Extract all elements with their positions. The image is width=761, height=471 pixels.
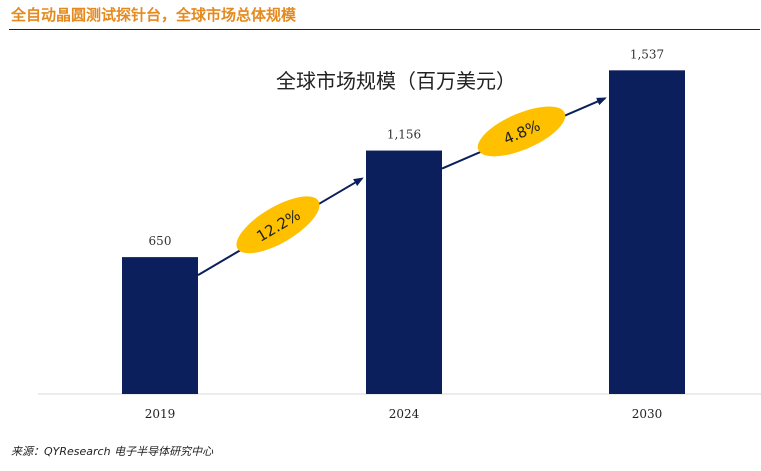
growth-rate-ellipse bbox=[477, 106, 566, 157]
chart-title: 全球市场规模（百万美元） bbox=[276, 69, 516, 93]
bar-2024 bbox=[366, 150, 442, 394]
x-tick-label-2019: 2019 bbox=[145, 407, 176, 421]
bar-value-label-2030: 1,537 bbox=[630, 47, 664, 61]
x-tick-label-2030: 2030 bbox=[632, 407, 663, 421]
x-tick-label-2024: 2024 bbox=[389, 407, 420, 421]
page-header-title: 全自动晶圆测试探针台，全球市场总体规模 bbox=[11, 6, 297, 24]
growth-rate-badge-2019-2024: 12.2% bbox=[236, 196, 320, 254]
bar-value-label-2019: 650 bbox=[149, 234, 172, 248]
bar-value-label-2024: 1,156 bbox=[387, 128, 421, 142]
source-note: 来源：QYResearch 电子半导体研究中心 bbox=[11, 445, 214, 458]
growth-rate-ellipse bbox=[236, 196, 320, 254]
header-divider bbox=[9, 29, 760, 30]
bar-2030 bbox=[609, 70, 685, 395]
bar-2019 bbox=[122, 257, 198, 394]
growth-rate-badge-2024-2030: 4.8% bbox=[477, 106, 566, 157]
